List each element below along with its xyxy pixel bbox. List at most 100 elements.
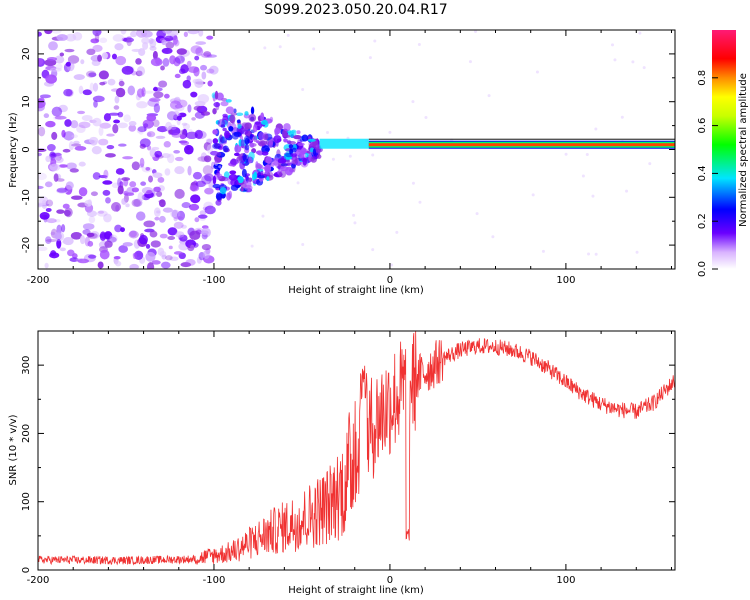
spectrogram-blob [157,176,165,183]
spectrogram-blob [117,122,128,129]
spectrogram-blob [148,175,153,183]
spectrogram-blob [173,104,185,112]
spectrogram-blob [594,127,598,131]
spectrogram-blob [138,234,148,245]
spectrogram-blob [286,33,290,37]
spectrogram-blob [181,202,191,209]
snr-frame [37,330,676,571]
spectrogram-blob [114,224,122,233]
spectrogram-blob [194,78,204,89]
spectrogram-x-tick-label: -100 [203,275,226,286]
spectrogram-blob [56,188,68,194]
spectrogram-blob [153,91,164,99]
spectrogram-blob [70,195,83,200]
spectrogram-blob [261,151,269,156]
spectrogram-blob [268,139,274,149]
spectrogram-blob [269,116,274,122]
spectrogram-blob [158,80,168,88]
spectrogram-blob [219,136,228,144]
spectrogram-blob [167,227,178,236]
spectrogram-blob [58,164,68,168]
spectrogram-blob [185,131,198,140]
spectrogram-blob [53,173,59,182]
spectrogram-blob [181,122,188,126]
colorbar-tick-label: 0.6 [697,118,708,134]
spectrogram-blob [411,181,415,185]
spectrogram-blob [291,129,297,133]
spectrogram-blob [201,71,207,80]
spectrogram-blob [300,157,308,162]
spectrogram-blob [113,119,121,124]
spectrogram-blob [98,174,108,179]
spectrogram-blob [219,187,227,195]
spectrogram-blob [204,205,216,215]
spectrogram-blob [371,248,375,252]
spectrogram-blob [49,252,60,259]
spectrogram-blob [201,244,212,251]
spectrogram-blob [244,180,252,189]
spectrogram-blob [263,133,269,141]
spectrogram-blob [131,199,141,207]
spectrogram-blob [118,143,127,147]
spectrogram-blob [291,147,297,153]
spectrogram-blob [150,57,163,67]
spectrogram-blob [368,56,372,60]
spectrogram-blob [143,123,149,128]
spectrogram-blob [201,53,213,58]
spectrogram-blob [84,236,91,247]
spectrogram-blob [130,30,138,38]
spectrogram-blob [475,212,479,216]
spectrogram-blob [212,129,218,135]
spectrogram-blob [117,111,124,118]
spectrogram-blob [638,31,642,35]
spectrogram-blob [252,124,258,133]
spectrogram-blob [129,181,137,188]
spectrogram-blob [92,82,99,92]
spectrogram-blob [192,171,203,180]
snr-panel: -200 -100 0 100 0 100 200 300 Height of straig… [8,330,676,596]
spectrogram-blob [125,203,130,208]
spectrogram-blob [468,60,472,64]
spectrogram-blob [220,101,229,107]
spectrogram-blob [199,210,207,216]
spectrogram-blob [312,47,316,51]
spectrogram-blob [162,30,173,34]
spectrogram-blob [97,54,103,62]
spectrogram-blob [174,166,185,175]
spectrogram-blob [166,111,177,121]
spectrogram-blob [92,117,102,127]
spectrogram-blob [80,59,85,65]
spectrogram-blob [161,47,173,54]
spectrogram-blob [106,133,115,137]
spectrogram-blob [301,134,309,142]
spectrogram-blob [237,176,244,184]
spectrogram-blob [152,172,163,178]
spectrogram-blob [169,256,179,262]
spectrogram-blob [233,152,240,157]
spectrogram-blob [229,170,237,175]
spectrogram-blob [105,197,111,204]
spectrogram-blob [73,140,80,145]
spectrogram-blob [82,223,95,230]
spectrogram-blob [86,70,97,78]
spectrogram-blob [115,55,127,66]
spectrogram-blob [635,250,639,254]
spectrogram-blob [43,214,48,223]
spectrogram-blob [184,144,194,155]
spectrogram-blob [153,207,161,217]
spectrogram-blob [131,161,140,171]
spectrogram-blob [352,213,356,217]
spectrogram-blob [115,168,125,175]
spectrogram-blob [166,153,175,164]
spectrogram-blob [39,212,50,220]
spectrogram-blob [49,67,62,72]
spectrogram-blob [103,113,111,122]
spectrogram-blob [187,128,193,132]
spectrogram-blob [175,55,185,64]
spectrogram-blob [108,112,120,116]
spectrogram-blob [113,255,121,260]
spectrogram-x-label: Height of straight line (km) [288,285,424,296]
spectrogram-blob [124,192,135,196]
spectrogram-blob [174,73,181,79]
spectrogram-blob [153,86,158,92]
